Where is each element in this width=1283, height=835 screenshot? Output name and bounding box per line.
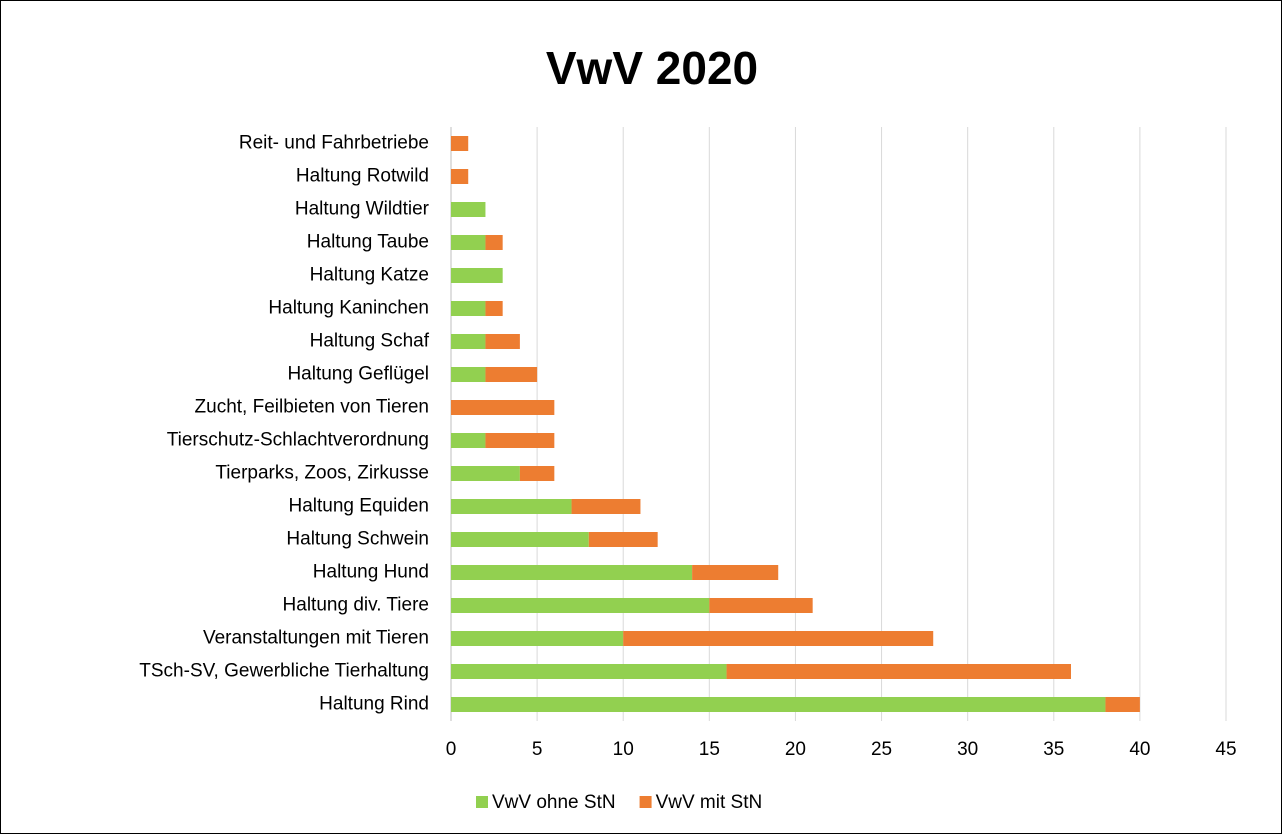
bar-segment <box>485 367 538 382</box>
bar-segment <box>451 301 486 316</box>
x-tick-label: 0 <box>446 739 457 760</box>
legend-swatch <box>476 796 488 808</box>
y-tick-label: Haltung Rotwild <box>296 166 429 187</box>
y-tick-label: Haltung Schwein <box>286 529 429 550</box>
x-tick-label: 10 <box>613 739 634 760</box>
legend-swatch <box>639 796 652 808</box>
y-tick-label: Haltung Geflügel <box>287 364 429 385</box>
bar-segment <box>451 136 469 151</box>
y-tick-label: Haltung div. Tiere <box>283 595 429 616</box>
y-tick-label: Haltung Kaninchen <box>268 298 429 319</box>
bar-segment <box>519 466 555 481</box>
x-tick-label: 15 <box>699 739 720 760</box>
bar-segment <box>451 466 520 481</box>
y-tick-label: Haltung Schaf <box>310 331 430 352</box>
y-tick-label: Haltung Hund <box>313 562 429 583</box>
x-tick-label: 40 <box>1129 739 1150 760</box>
x-tick-label: 25 <box>871 739 892 760</box>
bar-segment <box>451 697 1106 712</box>
bar-segment <box>571 499 641 514</box>
y-tick-label: Haltung Taube <box>307 232 429 253</box>
y-tick-label: Reit- und Fahrbetriebe <box>239 133 429 154</box>
bar-segment <box>485 433 555 448</box>
y-tick-label: Tierparks, Zoos, Zirkusse <box>215 463 429 484</box>
bar-segment <box>451 202 486 217</box>
bar-segment <box>1105 697 1140 712</box>
bar-segment <box>451 664 727 679</box>
bar-segment <box>485 301 503 316</box>
bar-segment <box>451 631 624 646</box>
y-tick-label: Veranstaltungen mit Tieren <box>203 628 429 649</box>
x-tick-label: 30 <box>957 739 978 760</box>
bar-segment <box>451 499 572 514</box>
bar-segment <box>451 268 503 283</box>
x-tick-label: 35 <box>1043 739 1064 760</box>
bar-segment <box>451 334 486 349</box>
y-tick-label: Zucht, Feilbieten von Tieren <box>195 397 429 418</box>
legend-label: VwV ohne StN <box>492 792 616 813</box>
bar-segment <box>692 565 779 580</box>
bar-segment <box>451 235 486 250</box>
bar-segment <box>451 532 589 547</box>
legend-label: VwV mit StN <box>656 792 763 813</box>
y-tick-label: Haltung Rind <box>319 694 429 715</box>
y-tick-label: TSch-SV, Gewerbliche Tierhaltung <box>139 661 429 682</box>
bar-segment <box>623 631 934 646</box>
bar-segment <box>451 565 693 580</box>
x-tick-label: 20 <box>785 739 806 760</box>
y-tick-label: Haltung Equiden <box>289 496 430 517</box>
bar-segment <box>726 664 1071 679</box>
bar-segment <box>709 598 813 613</box>
bar-segment <box>485 235 503 250</box>
y-tick-label: Tierschutz-Schlachtverordnung <box>167 430 429 451</box>
bar-segment <box>451 367 486 382</box>
y-tick-label: Haltung Wildtier <box>295 199 430 220</box>
x-tick-label: 5 <box>532 739 543 760</box>
x-tick-label: 45 <box>1215 739 1236 760</box>
bar-segment <box>451 169 469 184</box>
y-tick-label: Haltung Katze <box>310 265 429 286</box>
bar-segment <box>451 598 710 613</box>
bar-segment <box>588 532 658 547</box>
bar-segment <box>451 400 555 415</box>
bar-segment <box>451 433 486 448</box>
bar-segment <box>485 334 520 349</box>
chart-title: VwV 2020 <box>546 42 758 94</box>
